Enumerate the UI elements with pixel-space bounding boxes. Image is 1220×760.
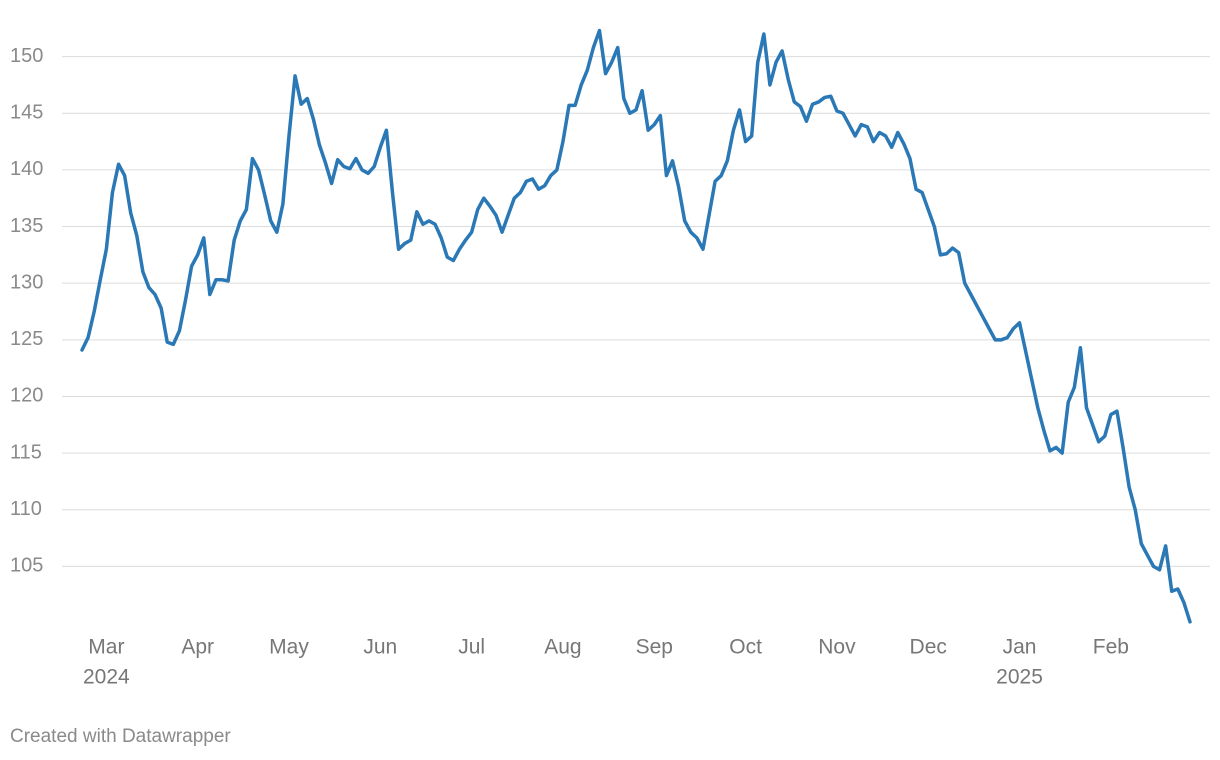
y-tick-label: 135 xyxy=(10,215,43,237)
plot xyxy=(80,28,1192,624)
x-tick-label: May xyxy=(269,636,309,659)
x-year-label: 2024 xyxy=(83,666,130,689)
x-tick-label: Sep xyxy=(636,636,673,659)
y-tick-label: 150 xyxy=(10,45,43,67)
x-tick-label: Aug xyxy=(544,636,581,659)
data-line xyxy=(80,28,1192,624)
x-year-label: 2025 xyxy=(996,666,1043,689)
x-tick-label: Apr xyxy=(181,636,214,659)
grid xyxy=(62,56,1210,567)
x-tick-label: Nov xyxy=(818,636,856,659)
y-tick-label: 105 xyxy=(10,555,43,577)
y-tick-label: 145 xyxy=(10,102,43,124)
x-tick-label: Oct xyxy=(729,636,762,659)
y-tick-label: 120 xyxy=(10,385,43,407)
x-tick-label: Dec xyxy=(910,636,947,659)
y-tick-label: 130 xyxy=(10,271,43,293)
y-tick-label: 140 xyxy=(10,158,43,180)
x-tick-label: Jan xyxy=(1003,636,1037,659)
x-tick-label: Jul xyxy=(458,636,485,659)
x-tick-label: Jun xyxy=(363,636,397,659)
y-tick-label: 110 xyxy=(10,498,42,520)
y-tick-label: 125 xyxy=(10,328,43,350)
credit: Created with Datawrapper xyxy=(10,726,231,747)
x-tick-label: Feb xyxy=(1093,636,1129,659)
x-tick-label: Mar xyxy=(88,636,124,659)
y-tick-label: 115 xyxy=(10,441,42,463)
